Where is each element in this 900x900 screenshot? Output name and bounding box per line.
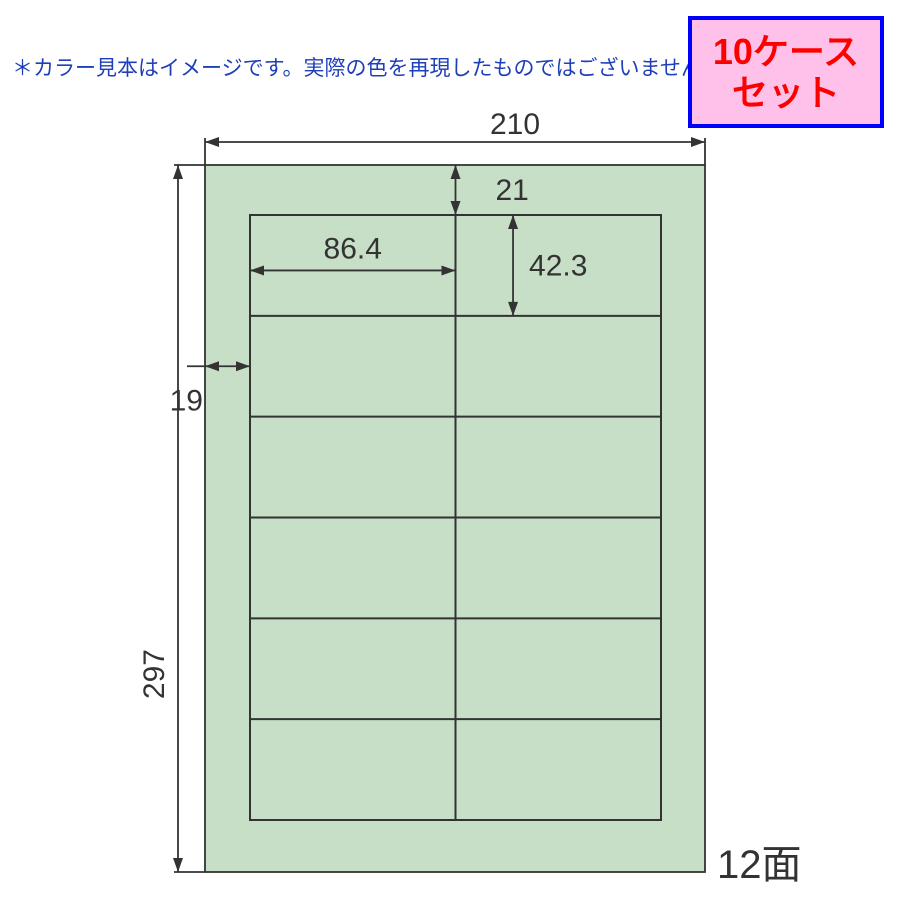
label-sheet-dimension-diagram: 210 297 21 19 86.4 42.3 12面 (60, 100, 840, 890)
dim-label-height-297: 297 (138, 649, 171, 699)
dim-label-cell-height-42-3: 42.3 (529, 249, 587, 282)
dim-label-cell-width-86-4: 86.4 (324, 232, 382, 265)
color-sample-disclaimer: ＊カラー見本はイメージです。実際の色を再現したものではございません。 (12, 52, 723, 82)
promo-badge-line1: 10ケース (713, 31, 859, 72)
dim-label-width-210: 210 (490, 108, 540, 141)
dim-label-left-margin-19: 19 (170, 384, 203, 417)
dim-label-top-margin-21: 21 (496, 174, 529, 207)
faces-count-label: 12面 (717, 843, 802, 887)
